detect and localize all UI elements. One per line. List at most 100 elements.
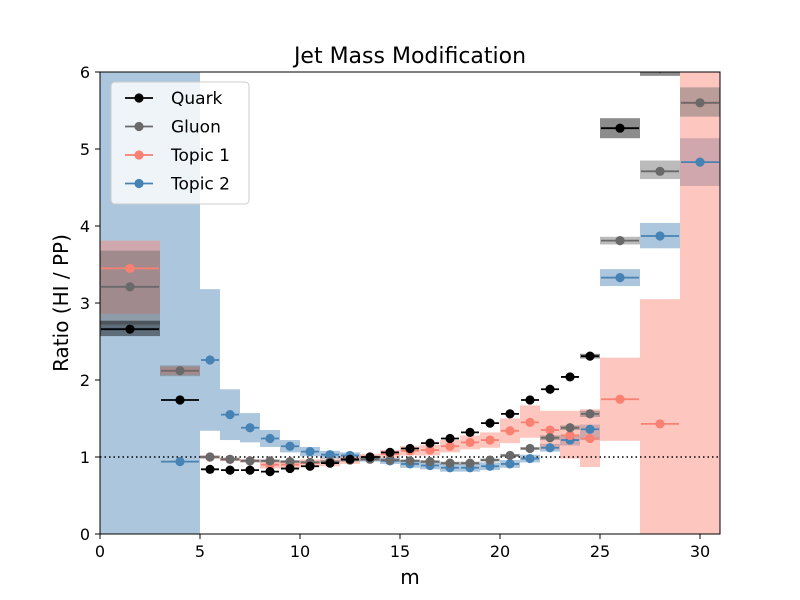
y-tick-label-6: 6 <box>80 63 90 82</box>
x-tick-label-5: 5 <box>195 542 205 561</box>
x-axis-ticks: 0 5 10 15 20 25 30 <box>95 534 710 561</box>
point-quark-7 <box>305 461 315 471</box>
point-quark-11 <box>385 447 395 457</box>
point-gluon-16 <box>485 455 495 465</box>
point-quark-8 <box>325 458 335 468</box>
y-tick-label-4: 4 <box>80 217 90 236</box>
point-gluon-4 <box>245 456 255 466</box>
point-topic-1-15 <box>465 437 475 447</box>
point-topic-2-2 <box>205 355 215 365</box>
point-quark-0 <box>125 324 135 334</box>
x-tick-label-25: 25 <box>590 542 610 561</box>
point-topic-2-23 <box>655 231 665 241</box>
legend-marker-topic-2 <box>134 178 144 189</box>
point-topic-2-4 <box>245 423 255 433</box>
band-topic-1-0 <box>100 240 160 314</box>
legend-marker-quark <box>134 93 144 103</box>
point-quark-15 <box>465 427 475 437</box>
point-gluon-20 <box>565 423 575 433</box>
point-topic-2-19 <box>545 443 555 453</box>
legend-marker-topic-1 <box>134 150 144 160</box>
point-quark-4 <box>245 465 255 475</box>
point-topic-2-1 <box>175 457 185 467</box>
point-quark-21 <box>585 351 595 361</box>
point-gluon-1 <box>175 366 185 376</box>
point-gluon-14 <box>445 458 455 468</box>
point-gluon-23 <box>655 166 665 176</box>
point-topic-2-3 <box>225 410 235 420</box>
point-topic-1-20 <box>565 430 575 441</box>
legend-label-topic-2: Topic 2 <box>170 175 230 195</box>
point-gluon-2 <box>205 452 215 462</box>
point-quark-17 <box>505 409 515 419</box>
y-tick-label-3: 3 <box>80 294 90 313</box>
x-axis-label: m <box>400 565 419 589</box>
point-topic-1-0 <box>125 263 135 273</box>
legend-label-quark: Quark <box>171 89 223 109</box>
point-gluon-11 <box>385 455 395 465</box>
point-topic-2-8 <box>325 450 335 460</box>
point-topic-1-14 <box>445 441 455 451</box>
point-quark-19 <box>545 384 555 394</box>
point-quark-9 <box>345 454 355 464</box>
point-topic-1-17 <box>505 426 515 436</box>
point-quark-18 <box>525 395 535 405</box>
point-quark-3 <box>225 465 235 475</box>
point-quark-10 <box>365 452 375 462</box>
chart-title: Jet Mass Modification <box>292 44 526 69</box>
point-quark-22 <box>615 123 625 133</box>
point-topic-1-16 <box>485 435 495 445</box>
point-quark-1 <box>175 395 185 405</box>
point-topic-2-18 <box>525 453 535 464</box>
point-gluon-17 <box>505 450 515 461</box>
point-gluon-18 <box>525 443 535 454</box>
point-gluon-6 <box>285 457 295 467</box>
band-topic-1-24 <box>680 72 720 534</box>
band-quark-23 <box>640 72 680 76</box>
x-tick-label-10: 10 <box>290 542 310 561</box>
point-quark-13 <box>425 438 435 448</box>
point-topic-2-24 <box>695 157 705 167</box>
point-gluon-19 <box>545 433 555 443</box>
x-tick-label-15: 15 <box>390 542 410 561</box>
y-tick-label-5: 5 <box>80 140 90 159</box>
point-topic-1-22 <box>615 394 625 404</box>
point-gluon-5 <box>265 456 275 466</box>
point-gluon-24 <box>695 98 705 108</box>
point-topic-2-6 <box>285 441 295 451</box>
point-quark-16 <box>485 418 495 428</box>
legend-label-gluon: Gluon <box>171 118 221 138</box>
x-tick-label-30: 30 <box>690 542 710 561</box>
band-topic-1-23 <box>640 299 680 534</box>
point-quark-20 <box>565 372 575 382</box>
y-tick-label-2: 2 <box>80 371 90 390</box>
point-topic-2-17 <box>505 459 515 469</box>
data-points <box>125 72 705 477</box>
point-quark-2 <box>205 464 215 474</box>
point-quark-14 <box>445 433 455 444</box>
point-topic-1-21 <box>585 433 595 444</box>
point-gluon-15 <box>465 458 475 468</box>
x-tick-label-0: 0 <box>95 542 105 561</box>
point-topic-2-21 <box>585 424 595 434</box>
point-topic-1-19 <box>545 425 555 435</box>
point-gluon-3 <box>225 454 235 464</box>
point-topic-2-5 <box>265 433 275 444</box>
point-quark-6 <box>285 463 295 474</box>
y-axis-label: Ratio (HI / PP) <box>49 234 73 372</box>
legend: Quark Gluon Topic 1 Topic 2 <box>110 81 250 205</box>
y-tick-label-0: 0 <box>80 525 90 544</box>
x-tick-label-20: 20 <box>490 542 510 561</box>
point-topic-1-18 <box>525 417 535 427</box>
point-quark-5 <box>265 467 275 477</box>
point-quark-12 <box>405 443 415 454</box>
point-topic-1-23 <box>655 419 665 429</box>
point-topic-2-22 <box>615 272 625 283</box>
y-tick-label-1: 1 <box>80 448 90 467</box>
point-topic-2-7 <box>305 447 315 457</box>
point-gluon-12 <box>405 456 415 466</box>
point-gluon-13 <box>425 457 435 467</box>
point-topic-1-13 <box>425 445 435 455</box>
point-gluon-0 <box>125 282 135 292</box>
